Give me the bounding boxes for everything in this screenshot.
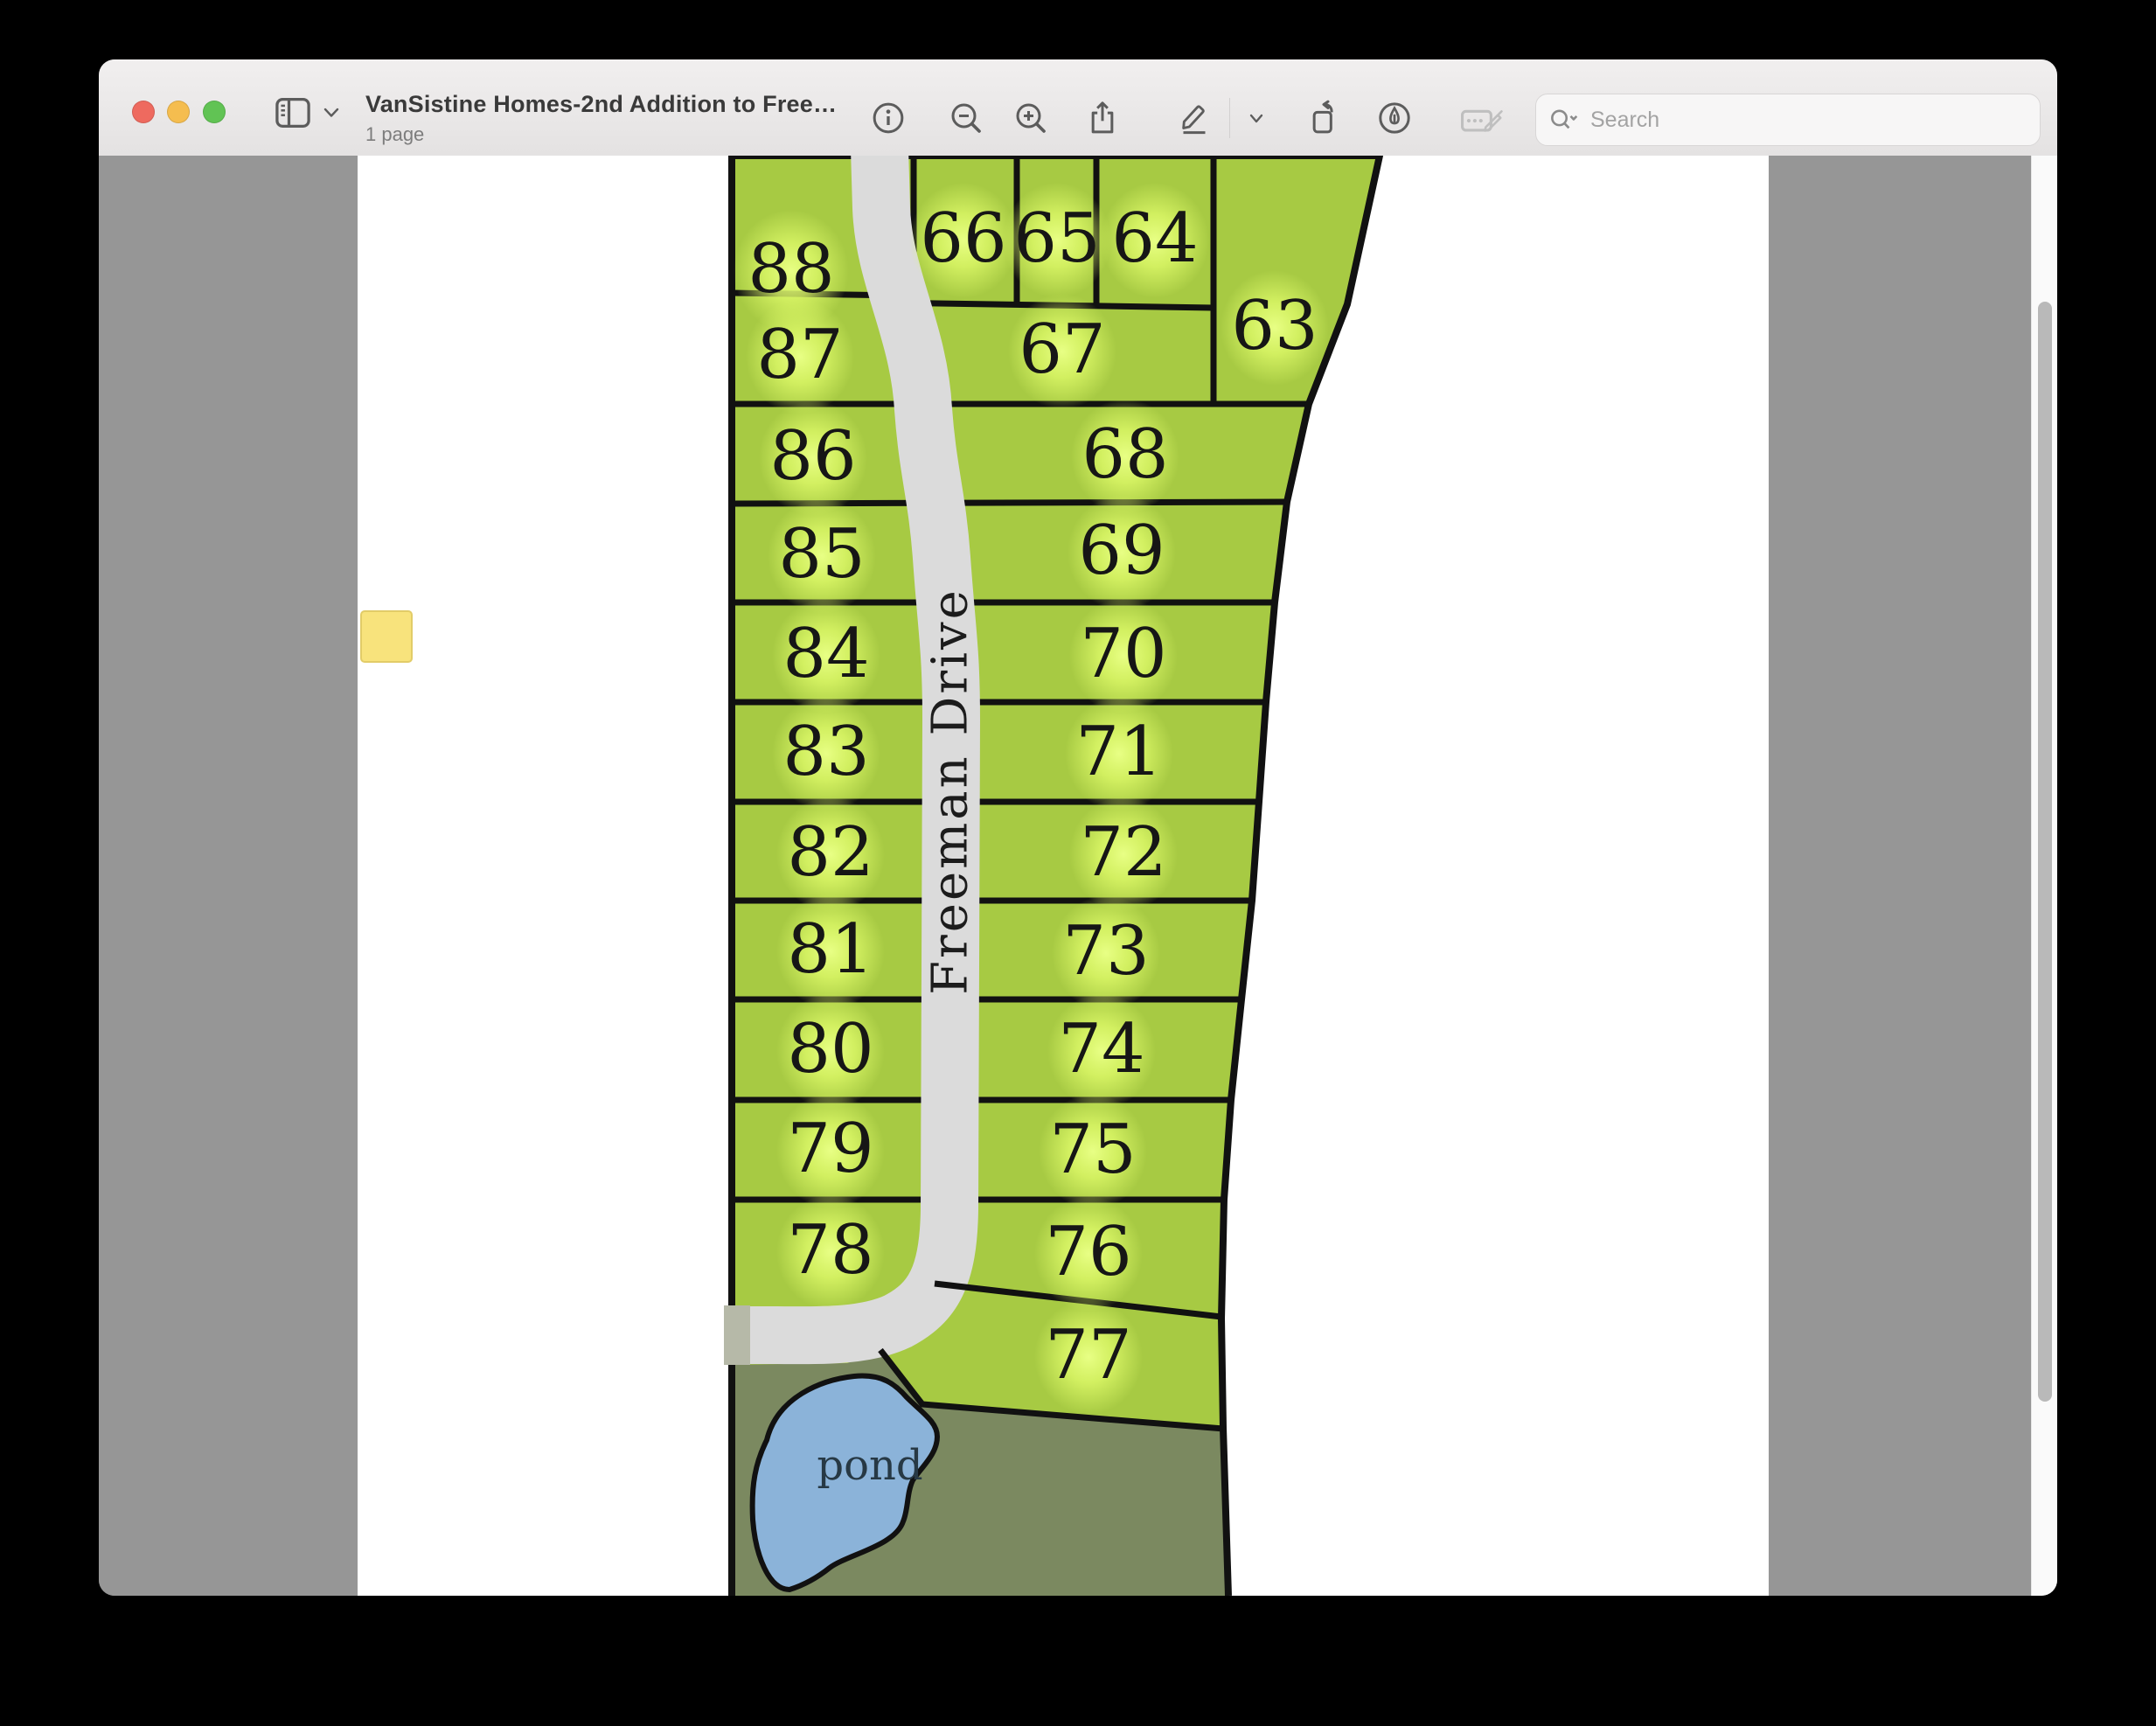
minimize-button[interactable] bbox=[167, 101, 190, 123]
pond-label: pond bbox=[817, 1441, 922, 1490]
share-button[interactable] bbox=[1085, 99, 1120, 137]
preview-window: VanSistine Homes-2nd Addition to Free… 1… bbox=[99, 59, 2057, 1596]
plat-body bbox=[732, 156, 1380, 1596]
page-count: 1 page bbox=[365, 123, 425, 145]
lot-label: 78 bbox=[787, 1211, 873, 1290]
search-field[interactable] bbox=[1535, 94, 2041, 146]
scrollbar-track[interactable] bbox=[2031, 156, 2057, 1596]
lot-label: 79 bbox=[787, 1110, 873, 1188]
lot-label: 84 bbox=[782, 615, 869, 693]
sidebar-icon bbox=[275, 97, 310, 129]
pen-nib-icon bbox=[1379, 102, 1410, 134]
zoom-in-icon bbox=[1016, 103, 1046, 133]
markup-options-button[interactable] bbox=[1244, 110, 1269, 128]
freeman-drive-road bbox=[724, 156, 981, 1365]
lot-label: 76 bbox=[1045, 1213, 1131, 1291]
road-stub bbox=[724, 1305, 750, 1365]
sidebar-toggle-button[interactable] bbox=[274, 96, 312, 129]
plat-boundary bbox=[728, 156, 1383, 1596]
document-title: VanSistine Homes-2nd Addition to Free… bbox=[365, 91, 838, 117]
street-label: Freeman Drive bbox=[922, 588, 979, 995]
pdf-page: 88 66 65 64 63 87 67 86 68 85 69 84 70 8… bbox=[358, 156, 1769, 1596]
close-button[interactable] bbox=[132, 101, 155, 123]
lot-label: 71 bbox=[1075, 713, 1162, 791]
fill-and-sign-icon bbox=[1460, 109, 1503, 132]
fill-and-sign-button[interactable] bbox=[1459, 102, 1505, 136]
rotate-left-icon bbox=[1312, 100, 1333, 134]
chevron-down-icon bbox=[1249, 114, 1263, 123]
draw-button[interactable] bbox=[1377, 101, 1412, 136]
rotate-left-button[interactable] bbox=[1306, 98, 1341, 138]
search-icon bbox=[1551, 109, 1578, 129]
lot-label: 85 bbox=[778, 515, 865, 594]
lot-label: 77 bbox=[1045, 1316, 1131, 1395]
lot-number-glows bbox=[734, 183, 1329, 1415]
lot-label: 66 bbox=[920, 199, 1006, 278]
info-button[interactable] bbox=[871, 101, 906, 136]
chevron-down-icon bbox=[323, 108, 339, 117]
zoom-out-button[interactable] bbox=[949, 101, 984, 136]
lot-label: 70 bbox=[1080, 615, 1166, 693]
document-viewport: 88 66 65 64 63 87 67 86 68 85 69 84 70 8… bbox=[99, 156, 2057, 1596]
info-icon bbox=[873, 102, 904, 134]
scrollbar-thumb[interactable] bbox=[2038, 302, 2052, 1402]
lot-label: 83 bbox=[782, 713, 869, 791]
titlebar: VanSistine Homes-2nd Addition to Free… 1… bbox=[99, 59, 2057, 157]
lot-label: 86 bbox=[769, 417, 856, 496]
view-menu-button[interactable] bbox=[320, 105, 343, 121]
lot-label: 88 bbox=[748, 230, 834, 309]
lot-label: 82 bbox=[787, 813, 873, 892]
zoom-in-button[interactable] bbox=[1013, 101, 1048, 136]
lot-label: 67 bbox=[1019, 310, 1105, 389]
lot-numbers: 88 66 65 64 63 87 67 86 68 85 69 84 70 8… bbox=[748, 199, 1318, 1395]
plat-map: 88 66 65 64 63 87 67 86 68 85 69 84 70 8… bbox=[724, 156, 1383, 1596]
markup-pencil-icon bbox=[1182, 105, 1206, 135]
lot-label: 64 bbox=[1111, 199, 1198, 278]
search-input[interactable] bbox=[1589, 106, 2027, 134]
lot-label: 63 bbox=[1231, 287, 1318, 365]
lot-label: 65 bbox=[1013, 199, 1100, 278]
lot-label: 74 bbox=[1058, 1010, 1144, 1089]
lot-label: 68 bbox=[1081, 415, 1168, 494]
lot-label: 75 bbox=[1049, 1110, 1136, 1189]
zoom-out-icon bbox=[951, 103, 981, 133]
lot-label: 81 bbox=[787, 910, 873, 989]
toolbar-divider bbox=[1229, 98, 1230, 138]
lot-label: 69 bbox=[1078, 512, 1165, 590]
sticky-note-annotation[interactable] bbox=[360, 610, 413, 663]
zoom-window-button[interactable] bbox=[203, 101, 226, 123]
lot-label: 87 bbox=[756, 316, 843, 394]
document-title-block: VanSistine Homes-2nd Addition to Free… 1… bbox=[365, 91, 837, 146]
lot-label: 80 bbox=[787, 1010, 873, 1089]
markup-button[interactable] bbox=[1177, 101, 1212, 136]
lot-label: 73 bbox=[1062, 912, 1149, 991]
lot-label: 72 bbox=[1080, 813, 1166, 892]
share-icon bbox=[1091, 101, 1114, 134]
pond bbox=[749, 1373, 941, 1593]
